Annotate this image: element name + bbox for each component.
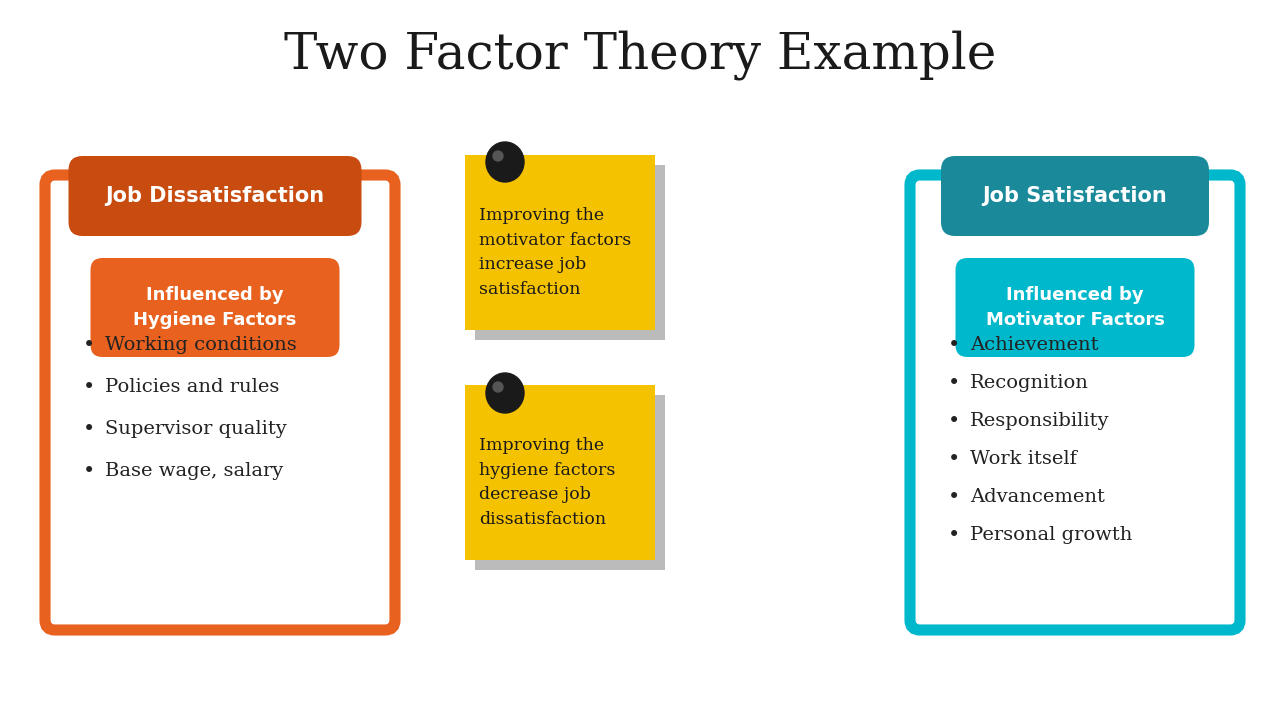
FancyBboxPatch shape: [465, 385, 655, 560]
FancyBboxPatch shape: [475, 395, 666, 570]
Ellipse shape: [486, 142, 524, 182]
FancyBboxPatch shape: [45, 175, 396, 630]
Text: Advancement: Advancement: [970, 488, 1105, 506]
Text: •: •: [948, 411, 960, 431]
Text: Personal growth: Personal growth: [970, 526, 1133, 544]
Text: Responsibility: Responsibility: [970, 412, 1110, 430]
Text: •: •: [948, 487, 960, 507]
FancyBboxPatch shape: [941, 156, 1210, 236]
Text: Job Dissatisfaction: Job Dissatisfaction: [105, 186, 325, 206]
Text: Improving the
hygiene factors
decrease job
dissatisfaction: Improving the hygiene factors decrease j…: [479, 437, 616, 528]
Text: Supervisor quality: Supervisor quality: [105, 420, 287, 438]
Text: •: •: [948, 335, 960, 355]
Ellipse shape: [493, 382, 503, 392]
Text: •: •: [83, 419, 95, 439]
Text: Influenced by
Hygiene Factors: Influenced by Hygiene Factors: [133, 286, 297, 329]
Ellipse shape: [486, 373, 524, 413]
Text: •: •: [83, 335, 95, 355]
FancyBboxPatch shape: [69, 156, 361, 236]
Text: Influenced by
Motivator Factors: Influenced by Motivator Factors: [986, 286, 1165, 329]
Text: Job Satisfaction: Job Satisfaction: [983, 186, 1167, 206]
Text: •: •: [948, 373, 960, 393]
Ellipse shape: [493, 151, 503, 161]
Text: Improving the
motivator factors
increase job
satisfaction: Improving the motivator factors increase…: [479, 207, 631, 298]
Text: Policies and rules: Policies and rules: [105, 378, 279, 396]
Text: •: •: [948, 449, 960, 469]
Text: Recognition: Recognition: [970, 374, 1089, 392]
Text: •: •: [948, 525, 960, 545]
FancyBboxPatch shape: [910, 175, 1240, 630]
Text: Working conditions: Working conditions: [105, 336, 297, 354]
FancyBboxPatch shape: [955, 258, 1194, 357]
FancyBboxPatch shape: [91, 258, 339, 357]
Text: Two Factor Theory Example: Two Factor Theory Example: [284, 30, 996, 80]
Text: Base wage, salary: Base wage, salary: [105, 462, 283, 480]
Text: Work itself: Work itself: [970, 450, 1076, 468]
FancyBboxPatch shape: [465, 155, 655, 330]
Text: Achievement: Achievement: [970, 336, 1098, 354]
Text: •: •: [83, 377, 95, 397]
FancyBboxPatch shape: [475, 165, 666, 340]
Text: •: •: [83, 461, 95, 481]
